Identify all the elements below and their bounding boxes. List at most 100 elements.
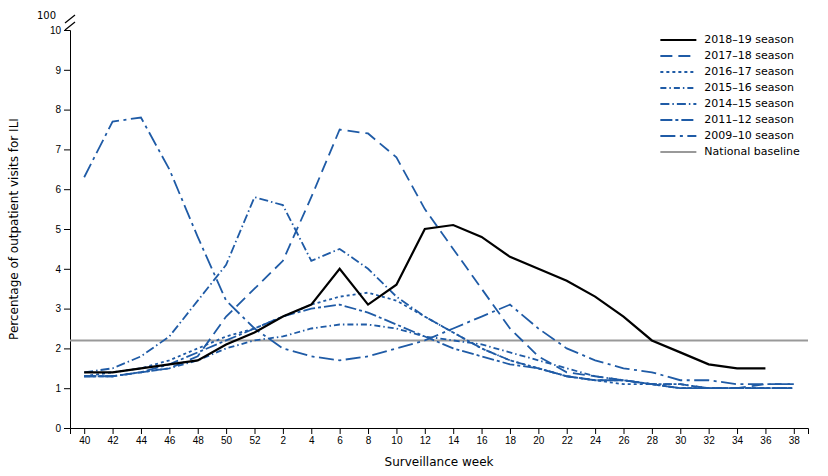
y-tick: 5 [55,224,70,235]
axis-break [65,22,75,30]
x-tick: 48 [193,428,205,446]
y-tick-mark [64,428,70,429]
axis-break [65,15,75,23]
y-tick: 1 [55,383,70,394]
x-tick-label: 14 [448,435,460,446]
y-tick-mark [64,70,70,71]
y-tick: 3 [55,303,70,314]
legend-item: 2015–16 season [660,81,794,94]
x-tick: 36 [760,428,772,446]
x-tick-label: 38 [789,435,801,446]
y-tick: 0 [55,423,70,434]
x-tick: 8 [366,428,372,446]
y-tick-mark [64,30,70,31]
x-tick: 44 [136,428,148,446]
legend-item: 2017–18 season [660,49,794,62]
y-axis: 0 1 2 3 4 5 6 7 8 9 10 [50,25,71,434]
y-tick-mark [64,189,70,190]
y-tick-mark [64,348,70,349]
x-tick-mark [765,428,766,434]
x-tick-mark [624,428,625,434]
x-tick-label: 34 [732,435,744,446]
x-tick-mark [113,428,114,434]
x-tick: 32 [704,428,716,446]
y-tick: 6 [55,184,70,195]
series-line [84,130,794,389]
legend-swatch [660,119,696,121]
legend-item: 2011–12 season [660,113,794,126]
x-tick-label: 6 [337,435,343,446]
x-tick-label: 42 [108,435,120,446]
x-tick-mark [283,428,284,434]
x-tick: 18 [505,428,517,446]
x-tick-label: 20 [533,435,545,446]
legend-swatch [660,71,696,73]
series-line [84,293,794,389]
x-tick-mark [709,428,710,434]
series-line [84,197,794,388]
y-tick-label: 9 [55,65,61,76]
x-tick-mark [482,428,483,434]
y-tick-mark [64,269,70,270]
x-tick-mark [538,428,539,434]
y-tick-mark [64,388,70,389]
x-tick-label: 24 [590,435,602,446]
x-tick: 12 [420,428,432,446]
x-tick-mark [595,428,596,434]
x-tick-mark [311,428,312,434]
y-tick-label: 4 [55,264,61,275]
y-tick-label: 1 [55,383,61,394]
y-tick-label: 3 [55,303,61,314]
x-tick: 50 [221,428,233,446]
y-tick: 8 [55,104,70,115]
x-tick: 16 [477,428,489,446]
legend-item: 2009–10 season [660,129,794,142]
y-tick-label: 5 [55,224,61,235]
y-tick-label: 2 [55,343,61,354]
legend-item: National baseline [660,145,800,158]
y-tick: 2 [55,343,70,354]
x-tick-label: 44 [136,435,148,446]
x-tick-mark [84,428,85,434]
x-tick-mark [255,428,256,434]
y-tick-mark [64,149,70,150]
legend-label: 2015–16 season [704,81,794,94]
legend-swatch [660,55,696,57]
legend-label: 2014–15 season [704,97,794,110]
x-tick-mark [141,428,142,434]
x-tick: 6 [337,428,343,446]
x-tick-label: 16 [477,435,489,446]
x-tick-mark [425,428,426,434]
x-axis-title: Surveillance week [385,455,494,469]
y-tick-label: 0 [55,423,61,434]
x-tick-label: 46 [164,435,176,446]
x-tick-mark [510,428,511,434]
y-tick-label: 8 [55,104,61,115]
plot: 4042444648505224681012141618202224262830… [37,10,809,446]
legend-item: 2014–15 season [660,97,794,110]
x-axis: 4042444648505224681012141618202224262830… [71,428,809,446]
legend-swatch [660,103,696,105]
x-tick-label: 10 [391,435,403,446]
x-tick: 14 [448,428,460,446]
legend-swatch [660,135,696,137]
legend-label: 2011–12 season [704,113,794,126]
x-tick-label: 8 [366,435,372,446]
x-tick-label: 12 [420,435,432,446]
x-tick-mark [794,428,795,434]
baseline [70,339,808,341]
y-tick: 10 [50,25,70,36]
legend-item: 2016–17 season [660,65,794,78]
x-tick: 2 [281,428,287,446]
series-line [84,305,794,389]
y-tick: 9 [55,65,70,76]
legend-item: 2018–19 season [660,33,794,46]
x-tick: 38 [789,428,801,446]
x-tick-label: 32 [704,435,716,446]
x-tick-label: 40 [79,435,91,446]
legend: 2018–19 season 2017–18 season 2016–17 seas… [660,33,800,158]
x-axis-line [71,429,809,435]
y-tick-label: 6 [55,184,61,195]
x-tick: 30 [675,428,687,446]
y-tick-label: 7 [55,144,61,155]
